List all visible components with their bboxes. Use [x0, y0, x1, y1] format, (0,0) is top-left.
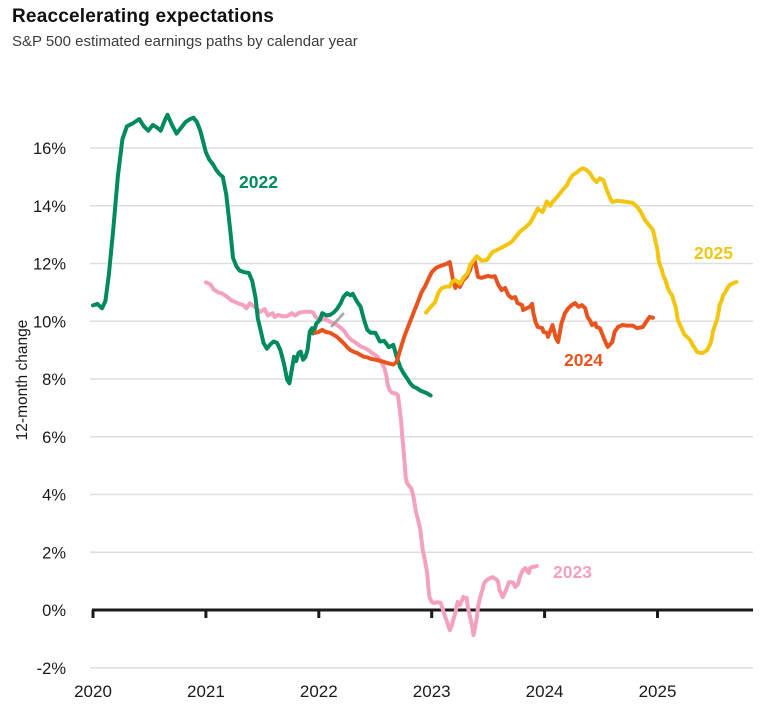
series-line-2025 — [424, 166, 739, 355]
x-tick-label-2021: 2021 — [187, 682, 225, 701]
series-line-2022 — [91, 112, 433, 398]
y-tick-label-14%: 14% — [33, 198, 66, 216]
chart-title: Reaccelerating expectations — [12, 6, 275, 27]
x-tick-label-2023: 2023 — [413, 682, 451, 701]
series-label-2024: 2024 — [564, 350, 603, 370]
series-label-2025: 2025 — [694, 243, 733, 263]
series-line-2023 — [203, 280, 539, 638]
y-axis-title: 12-month change — [14, 320, 31, 441]
x-tick-label-2020: 2020 — [74, 682, 112, 701]
y-tick-label-2%: 2% — [42, 544, 66, 562]
x-tick-label-2022: 2022 — [300, 682, 338, 701]
y-tick-label-0%: 0% — [42, 602, 66, 620]
series-line-2024 — [313, 258, 655, 367]
x-tick-label-2024: 2024 — [526, 682, 564, 701]
x-tick-label-2025: 2025 — [639, 682, 677, 701]
crossing-artifact — [330, 312, 345, 328]
y-tick-label-16%: 16% — [33, 140, 66, 158]
y-tick-label-12%: 12% — [33, 256, 66, 274]
y-tick-label-10%: 10% — [33, 313, 66, 331]
series-label-2022: 2022 — [239, 172, 278, 192]
y-tick-label-4%: 4% — [42, 487, 66, 505]
y-tick-label-6%: 6% — [42, 429, 66, 447]
y-tick-label--2%: -2% — [37, 660, 67, 678]
series-label-2023: 2023 — [553, 562, 592, 582]
chart-subtitle: S&P 500 estimated earnings paths by cale… — [12, 33, 358, 50]
y-tick-label-8%: 8% — [42, 371, 66, 389]
